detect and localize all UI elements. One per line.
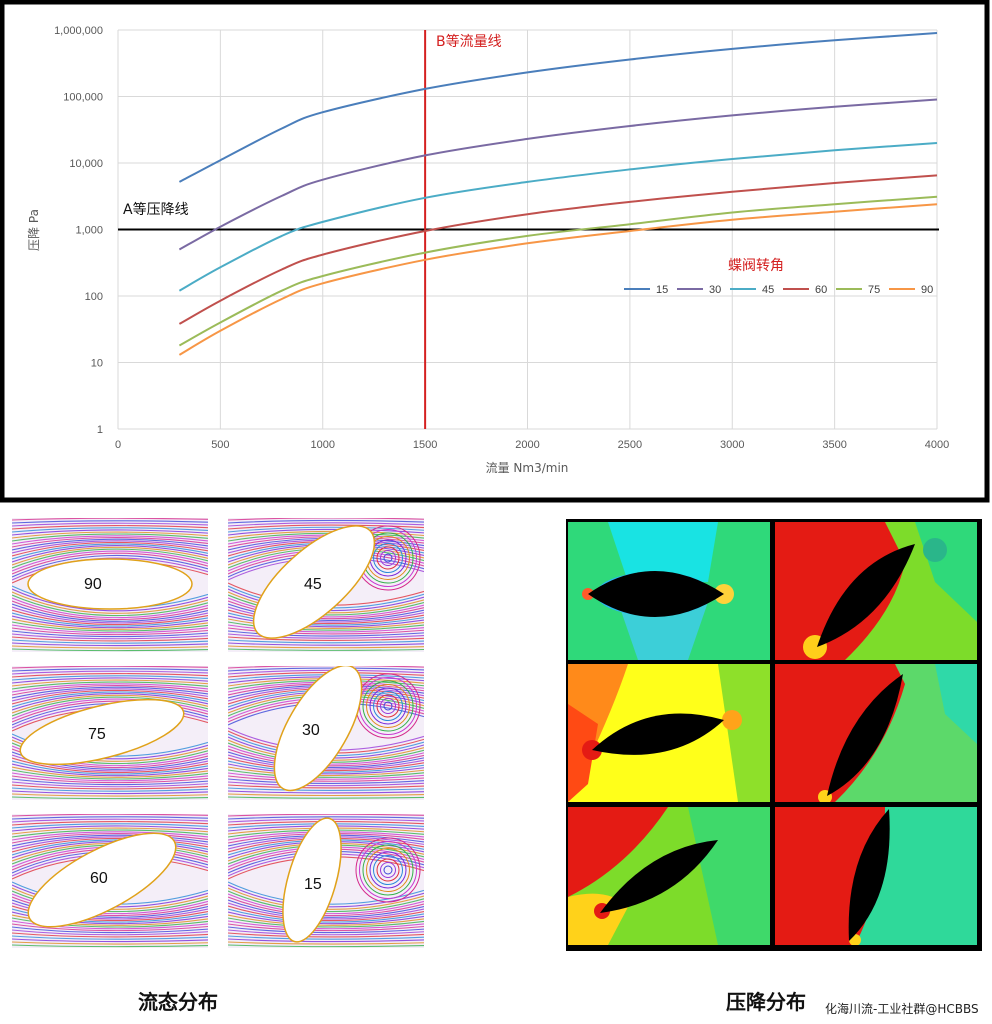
valve-disc-shape — [252, 525, 376, 639]
streamline-plot — [228, 814, 424, 948]
flow-label-90: 90 — [84, 576, 102, 593]
flow-panel-45 — [228, 518, 424, 652]
y-tick-label: 10 — [91, 358, 103, 370]
legend-label-60: 60 — [815, 284, 827, 296]
x-tick-label: 2000 — [515, 439, 539, 451]
pressure-panel-45 — [775, 522, 977, 660]
x-tick-label: 2500 — [618, 439, 642, 451]
legend-label-75: 75 — [868, 284, 880, 296]
valve-disc-shape — [273, 666, 363, 792]
valve-disc-shape — [282, 817, 342, 943]
x-tick-label: 1500 — [413, 439, 437, 451]
valve-disc-shape — [27, 832, 177, 928]
chart-frame: 0 500 1000 1500 2000 2500 3000 3500 4000 1 10 100 1,… — [0, 0, 992, 506]
series-line-45 — [178, 142, 938, 292]
pressure-panel-30 — [775, 664, 977, 802]
y-tick-label: 100,000 — [63, 92, 103, 104]
x-tick-label: 3000 — [720, 439, 744, 451]
valve-disc-shape — [19, 698, 185, 766]
flow-label-45: 45 — [304, 576, 322, 593]
streamline-plot — [228, 666, 424, 800]
flow-panel-15 — [228, 814, 424, 948]
x-tick-label: 500 — [211, 439, 229, 451]
streamline-plot — [12, 666, 208, 800]
x-tick-label: 4000 — [925, 439, 949, 451]
flow-panel-75 — [12, 666, 208, 800]
series-line-90 — [178, 203, 938, 356]
y-tick-label: 1,000,000 — [54, 25, 103, 37]
flow-label-30: 30 — [302, 722, 320, 739]
series-line-15 — [178, 32, 938, 183]
y-tick-label: 1 — [97, 424, 103, 436]
y-tick-label: 10,000 — [69, 158, 103, 170]
series-line-60 — [178, 174, 938, 325]
pressure-panel-15 — [775, 807, 977, 945]
a-isobar-label: A等压降线 — [123, 201, 189, 218]
x-tick-label: 1000 — [311, 439, 335, 451]
x-tick-label: 3500 — [822, 439, 846, 451]
x-axis-title: 流量 Nm3/min — [486, 461, 569, 475]
watermark: 化海川流-工业社群@HCBBS — [825, 1002, 979, 1016]
b-isoflow-label: B等流量线 — [436, 33, 502, 50]
streamline-plot — [12, 814, 208, 948]
flow-label-15: 15 — [304, 876, 322, 893]
x-tick-label: 0 — [115, 439, 121, 451]
valve-disc-shape — [27, 558, 193, 610]
series-line-75 — [178, 195, 938, 347]
legend-label-30: 30 — [709, 284, 721, 296]
streamline-plot — [12, 518, 208, 652]
y-tick-label: 100 — [85, 291, 103, 303]
flow-caption: 流态分布 — [138, 990, 218, 1014]
pressure-panel-60 — [568, 807, 770, 945]
flow-panel-30 — [228, 666, 424, 800]
pressure-drop-chart: 0 500 1000 1500 2000 2500 3000 3500 4000 1 10 100 1,… — [0, 0, 990, 503]
flow-label-75: 75 — [88, 726, 106, 743]
y-axis-title: 压降 Pa — [27, 209, 41, 251]
flow-panel-60 — [12, 814, 208, 948]
flow-panel-90 — [12, 518, 208, 652]
streamline-plot — [228, 518, 424, 652]
pressure-panel-75 — [568, 664, 770, 802]
pressure-grid — [566, 519, 982, 951]
pressure-panel-90 — [568, 522, 770, 660]
legend-label-90: 90 — [921, 284, 933, 296]
legend-title: 蝶阀转角 — [728, 258, 784, 274]
flow-label-60: 60 — [90, 870, 108, 887]
legend-label-15: 15 — [656, 284, 668, 296]
series-line-30 — [178, 98, 938, 251]
pressure-caption: 压降分布 — [726, 990, 806, 1014]
legend: 15 30 45 60 75 90 — [624, 284, 933, 296]
legend-label-45: 45 — [762, 284, 774, 296]
y-tick-label: 1,000 — [75, 225, 103, 237]
